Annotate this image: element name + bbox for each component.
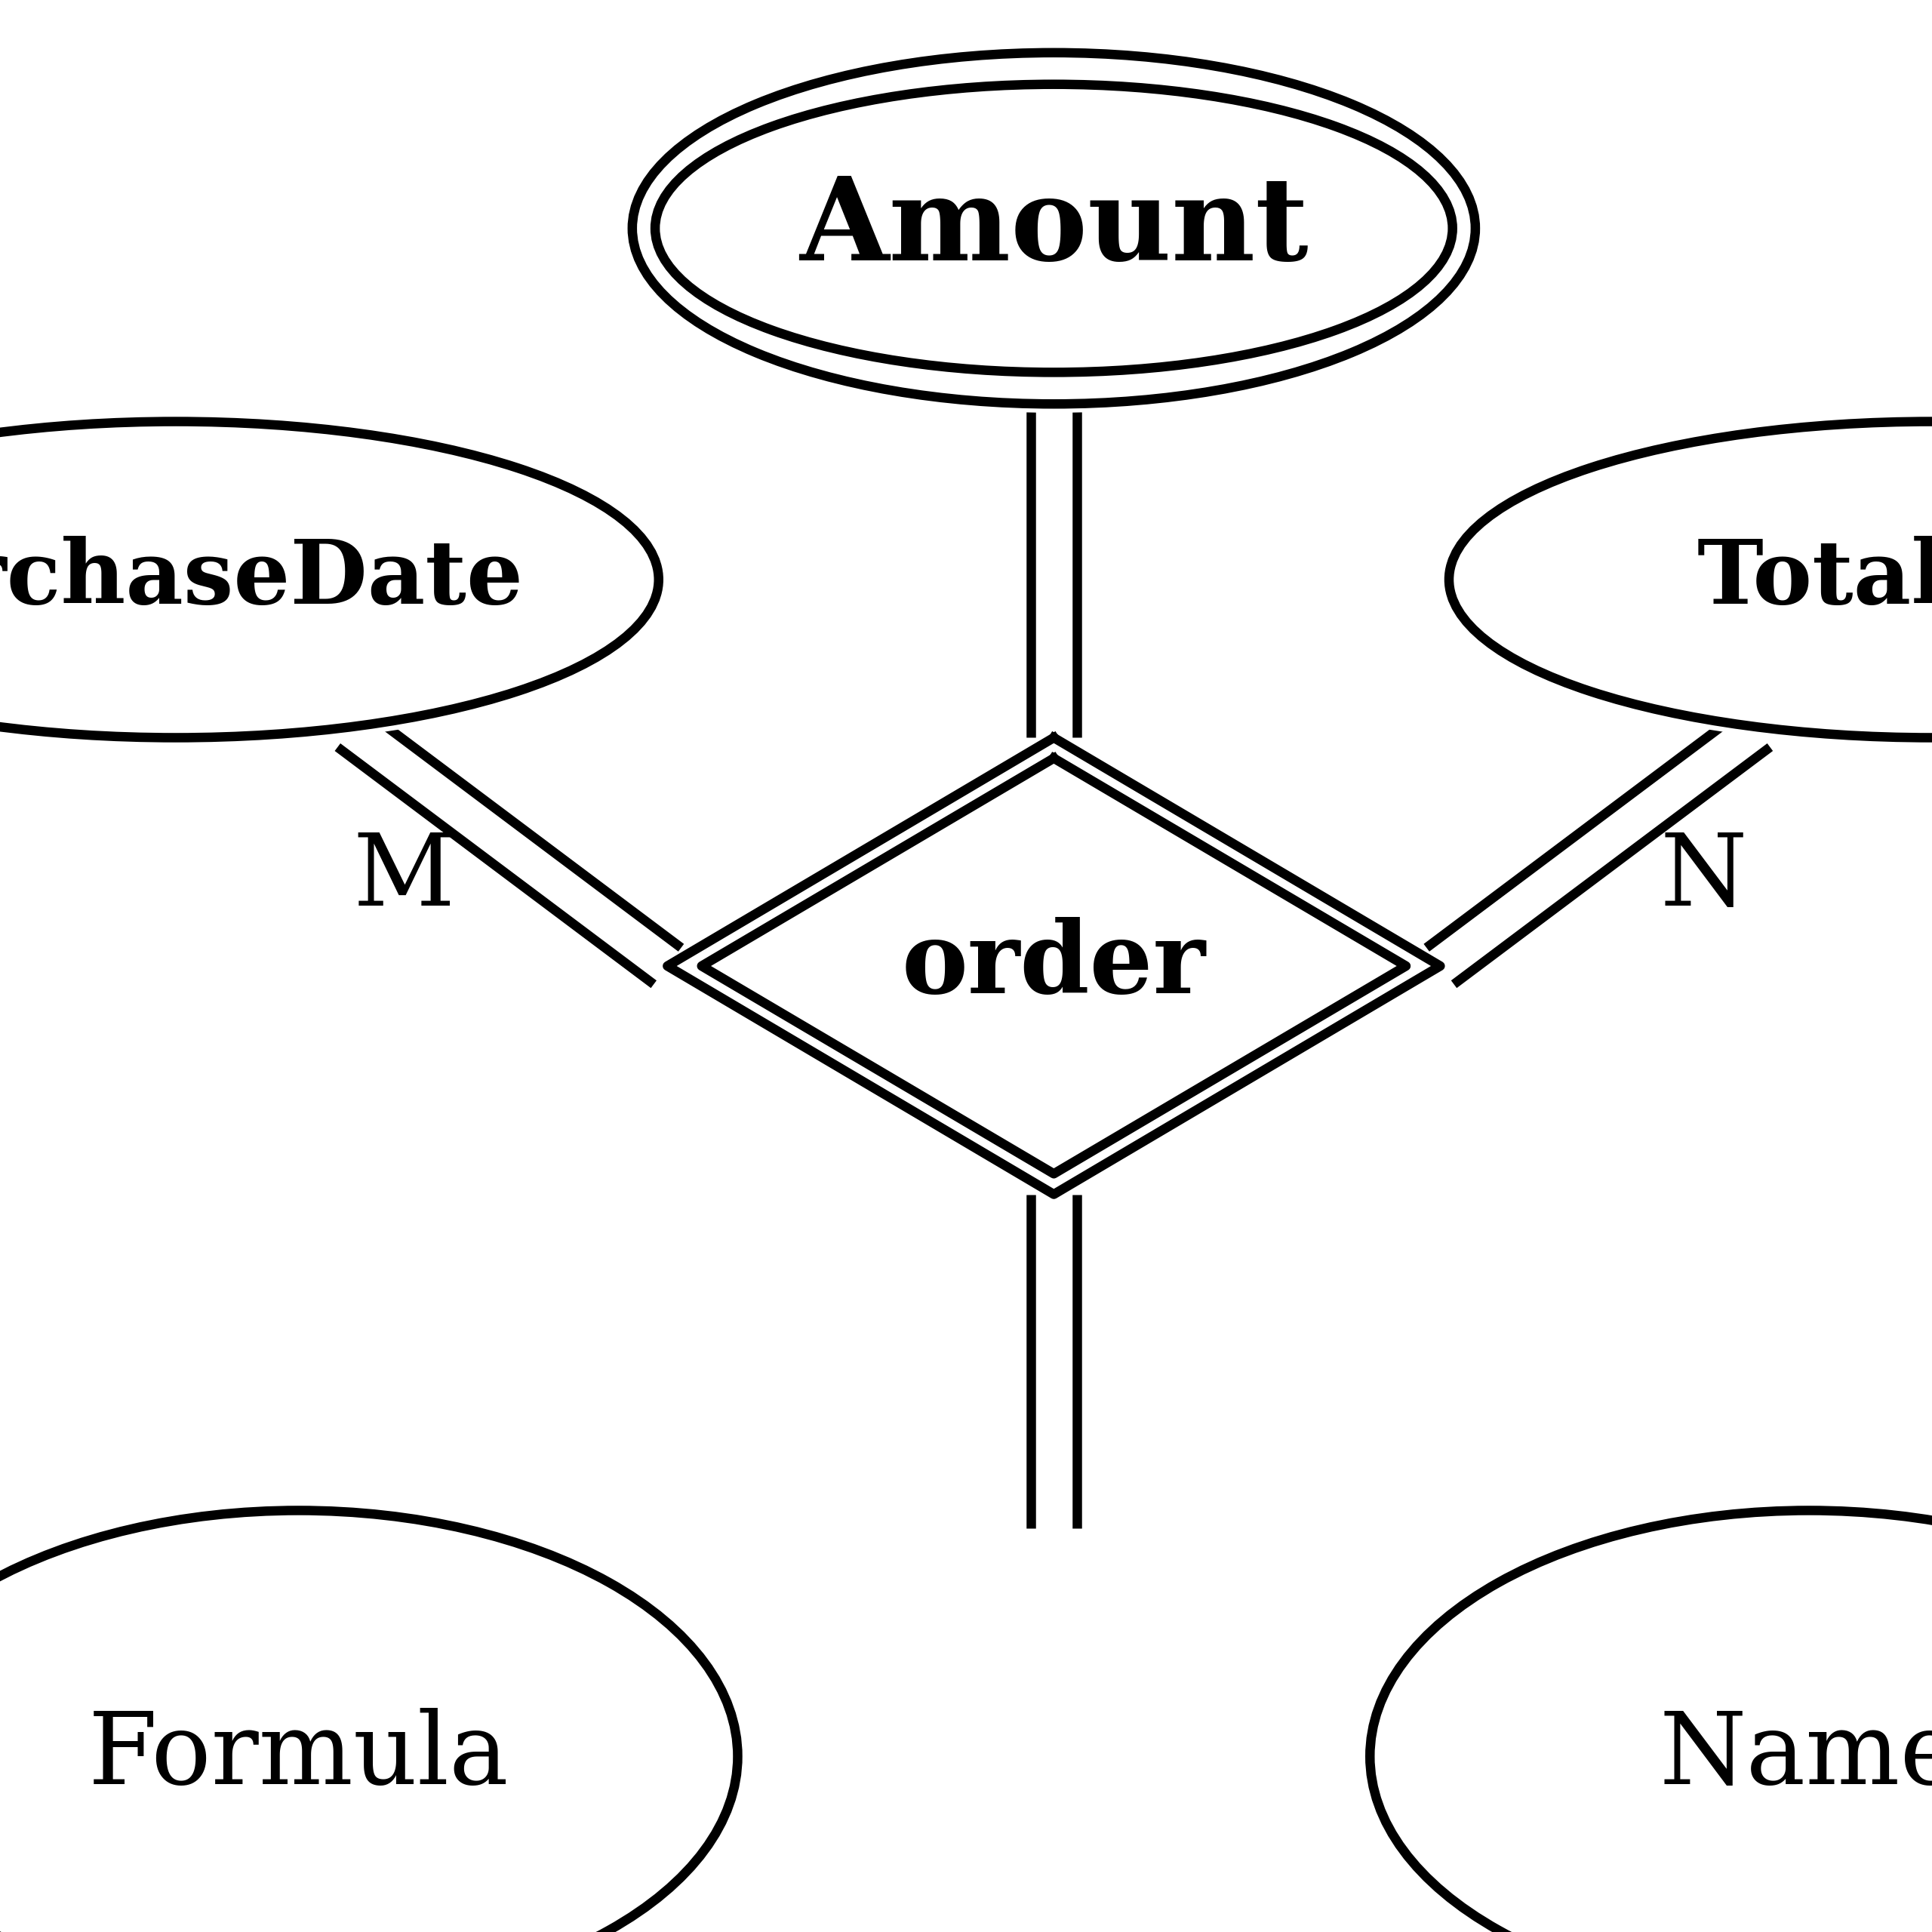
Text: TotalCost: TotalCost [1696, 537, 1932, 622]
Ellipse shape [1343, 1501, 1932, 1932]
Text: Amount: Amount [800, 172, 1308, 284]
Text: Name: Name [1660, 1708, 1932, 1804]
Text: order: order [902, 918, 1206, 1014]
Polygon shape [667, 738, 1439, 1194]
Text: N: N [1660, 829, 1747, 927]
Ellipse shape [0, 1501, 763, 1932]
Ellipse shape [0, 413, 686, 746]
Text: M: M [354, 829, 456, 927]
Ellipse shape [607, 44, 1501, 413]
Ellipse shape [1422, 413, 1932, 746]
Text: PurchaseDate: PurchaseDate [0, 537, 524, 622]
Text: Formula: Formula [89, 1708, 508, 1804]
